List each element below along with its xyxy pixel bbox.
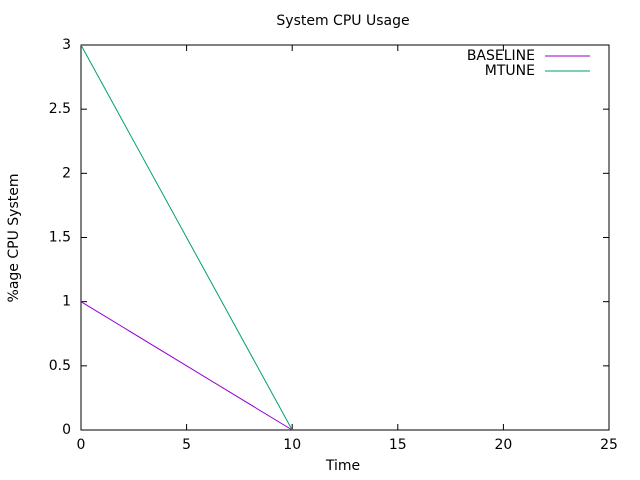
y-axis-label: %age CPU System: [6, 174, 22, 303]
y-tick-label: 1.5: [49, 230, 71, 246]
x-tick-label: 10: [283, 437, 301, 453]
y-tick-label: 1: [62, 294, 71, 310]
x-tick-label: 25: [600, 437, 618, 453]
y-tick-label: 2: [62, 165, 71, 181]
series-line: [80, 44, 293, 431]
x-tick-label: 15: [389, 437, 407, 453]
series-line: [80, 301, 293, 431]
legend-label: BASELINE: [467, 48, 535, 64]
y-tick-label: 3: [62, 37, 71, 53]
x-tick-label: 5: [182, 437, 191, 453]
x-axis-label: Time: [325, 458, 360, 474]
chart-title: System CPU Usage: [276, 13, 409, 29]
legend-label: MTUNE: [485, 63, 535, 79]
x-tick-label: 0: [77, 437, 86, 453]
x-tick-label: 20: [494, 437, 512, 453]
plot-border: [80, 44, 610, 431]
y-tick-label: 0.5: [49, 358, 71, 374]
y-tick-label: 2.5: [49, 101, 71, 117]
y-tick-label: 0: [62, 422, 71, 438]
